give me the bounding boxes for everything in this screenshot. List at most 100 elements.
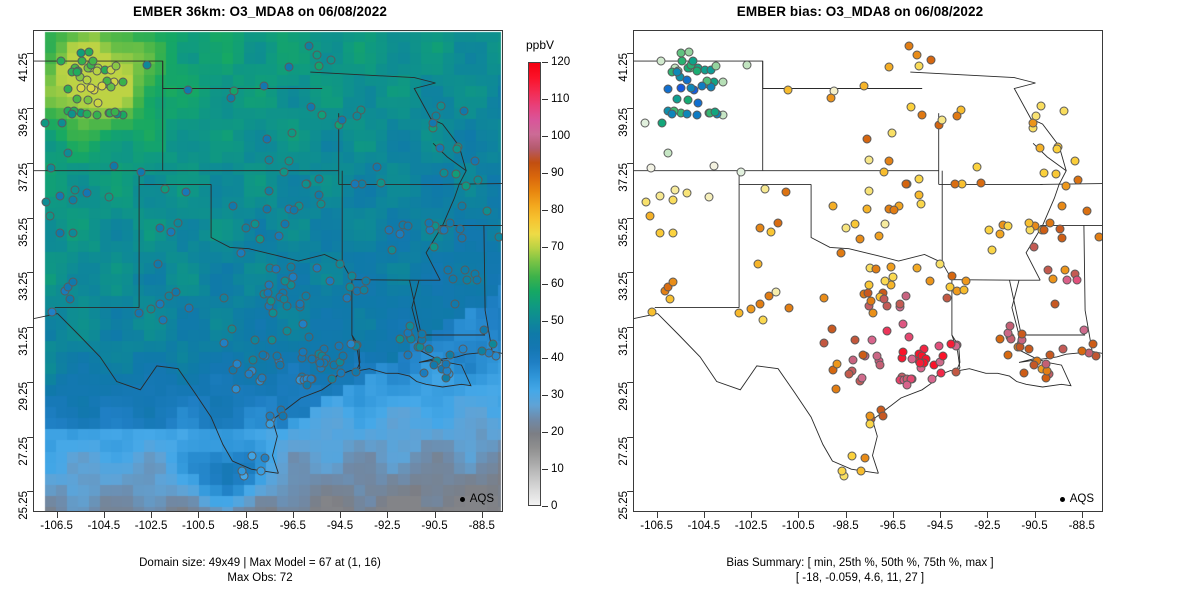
aqs-site-marker[interactable] — [405, 321, 415, 331]
aqs-site-marker[interactable] — [111, 61, 121, 71]
aqs-bias-marker[interactable] — [1041, 359, 1050, 369]
aqs-bias-marker[interactable] — [668, 228, 678, 238]
aqs-bias-marker[interactable] — [781, 187, 791, 196]
aqs-site-marker[interactable] — [316, 199, 326, 209]
aqs-site-marker[interactable] — [417, 329, 427, 339]
aqs-site-marker[interactable] — [287, 128, 297, 138]
aqs-bias-marker[interactable] — [1059, 106, 1069, 116]
aqs-site-marker[interactable] — [160, 184, 170, 194]
aqs-site-marker[interactable] — [384, 225, 394, 235]
aqs-site-marker[interactable] — [262, 134, 272, 144]
aqs-bias-marker[interactable] — [867, 335, 877, 345]
aqs-site-marker[interactable] — [63, 84, 73, 94]
aqs-site-marker[interactable] — [72, 67, 82, 77]
aqs-bias-marker[interactable] — [880, 219, 890, 229]
aqs-site-marker[interactable] — [82, 75, 92, 85]
aqs-bias-marker[interactable] — [887, 128, 897, 138]
aqs-bias-marker[interactable] — [847, 451, 857, 461]
aqs-site-marker[interactable] — [47, 307, 56, 317]
aqs-site-marker[interactable] — [304, 332, 314, 342]
aqs-bias-marker[interactable] — [766, 227, 776, 237]
aqs-site-marker[interactable] — [317, 110, 327, 120]
aqs-bias-marker[interactable] — [898, 347, 908, 357]
aqs-bias-marker[interactable] — [882, 301, 892, 311]
aqs-site-marker[interactable] — [68, 228, 78, 238]
aqs-bias-marker[interactable] — [884, 156, 894, 166]
aqs-bias-marker[interactable] — [866, 296, 876, 305]
aqs-bias-marker[interactable] — [1051, 169, 1061, 179]
aqs-bias-marker[interactable] — [682, 75, 692, 85]
aqs-site-marker[interactable] — [142, 60, 152, 69]
aqs-site-marker[interactable] — [271, 264, 281, 274]
aqs-site-marker[interactable] — [387, 245, 397, 255]
aqs-bias-marker[interactable] — [863, 288, 873, 298]
aqs-bias-marker[interactable] — [888, 272, 898, 281]
aqs-site-marker[interactable] — [346, 339, 356, 348]
aqs-bias-marker[interactable] — [927, 374, 937, 384]
aqs-site-marker[interactable] — [304, 41, 314, 51]
aqs-site-marker[interactable] — [72, 94, 82, 103]
aqs-bias-marker[interactable] — [1003, 221, 1013, 231]
aqs-bias-marker[interactable] — [670, 185, 679, 195]
aqs-bias-marker[interactable] — [764, 291, 774, 301]
aqs-bias-marker[interactable] — [760, 184, 770, 194]
aqs-bias-marker[interactable] — [832, 359, 841, 368]
aqs-bias-marker[interactable] — [645, 211, 655, 221]
aqs-bias-marker[interactable] — [742, 60, 752, 69]
aqs-bias-marker[interactable] — [646, 163, 656, 173]
aqs-bias-marker[interactable] — [1019, 368, 1029, 378]
aqs-bias-marker[interactable] — [736, 167, 746, 177]
aqs-site-marker[interactable] — [237, 466, 247, 475]
aqs-bias-marker[interactable] — [683, 95, 692, 105]
aqs-bias-marker[interactable] — [783, 85, 793, 94]
aqs-site-marker[interactable] — [491, 351, 501, 361]
aqs-site-marker[interactable] — [55, 228, 64, 238]
aqs-site-marker[interactable] — [67, 109, 77, 119]
aqs-bias-marker[interactable] — [710, 107, 720, 117]
aqs-site-marker[interactable] — [274, 231, 284, 240]
aqs-site-marker[interactable] — [350, 179, 360, 189]
aqs-site-marker[interactable] — [314, 174, 324, 184]
aqs-site-marker[interactable] — [431, 111, 441, 121]
aqs-site-marker[interactable] — [265, 419, 275, 429]
aqs-site-marker[interactable] — [461, 181, 471, 191]
aqs-bias-marker[interactable] — [709, 161, 718, 170]
aqs-bias-marker[interactable] — [655, 228, 664, 238]
aqs-bias-marker[interactable] — [655, 191, 665, 201]
aqs-site-marker[interactable] — [267, 335, 277, 345]
aqs-bias-marker[interactable] — [647, 307, 656, 317]
aqs-bias-marker[interactable] — [753, 259, 763, 269]
aqs-site-marker[interactable] — [86, 83, 96, 92]
aqs-site-marker[interactable] — [448, 274, 458, 284]
aqs-bias-marker[interactable] — [862, 204, 872, 214]
aqs-bias-marker[interactable] — [938, 351, 948, 361]
aqs-site-marker[interactable] — [429, 360, 438, 370]
aqs-site-marker[interactable] — [451, 169, 461, 179]
aqs-bias-marker[interactable] — [682, 188, 692, 198]
aqs-site-marker[interactable] — [457, 233, 467, 243]
aqs-site-marker[interactable] — [241, 223, 251, 233]
aqs-bias-marker[interactable] — [819, 293, 829, 303]
aqs-site-marker[interactable] — [262, 204, 272, 214]
aqs-site-marker[interactable] — [488, 339, 498, 349]
aqs-site-marker[interactable] — [351, 367, 361, 377]
aqs-site-marker[interactable] — [41, 197, 51, 207]
aqs-bias-marker[interactable] — [1088, 339, 1098, 349]
aqs-bias-marker[interactable] — [959, 285, 969, 295]
aqs-site-marker[interactable] — [338, 351, 348, 361]
aqs-bias-marker[interactable] — [1039, 225, 1048, 235]
aqs-site-marker[interactable] — [84, 47, 94, 57]
aqs-site-marker[interactable] — [68, 195, 78, 205]
aqs-site-marker[interactable] — [183, 85, 193, 94]
aqs-site-marker[interactable] — [164, 291, 174, 301]
aqs-bias-marker[interactable] — [672, 67, 682, 77]
aqs-bias-marker[interactable] — [935, 259, 945, 269]
aqs-site-marker[interactable] — [282, 326, 292, 336]
aqs-site-marker[interactable] — [347, 271, 357, 281]
aqs-bias-marker[interactable] — [668, 277, 678, 287]
aqs-bias-marker[interactable] — [1061, 181, 1071, 191]
aqs-site-marker[interactable] — [482, 206, 492, 216]
aqs-bias-marker[interactable] — [819, 338, 829, 348]
aqs-bias-marker[interactable] — [682, 109, 692, 119]
aqs-site-marker[interactable] — [424, 344, 434, 354]
